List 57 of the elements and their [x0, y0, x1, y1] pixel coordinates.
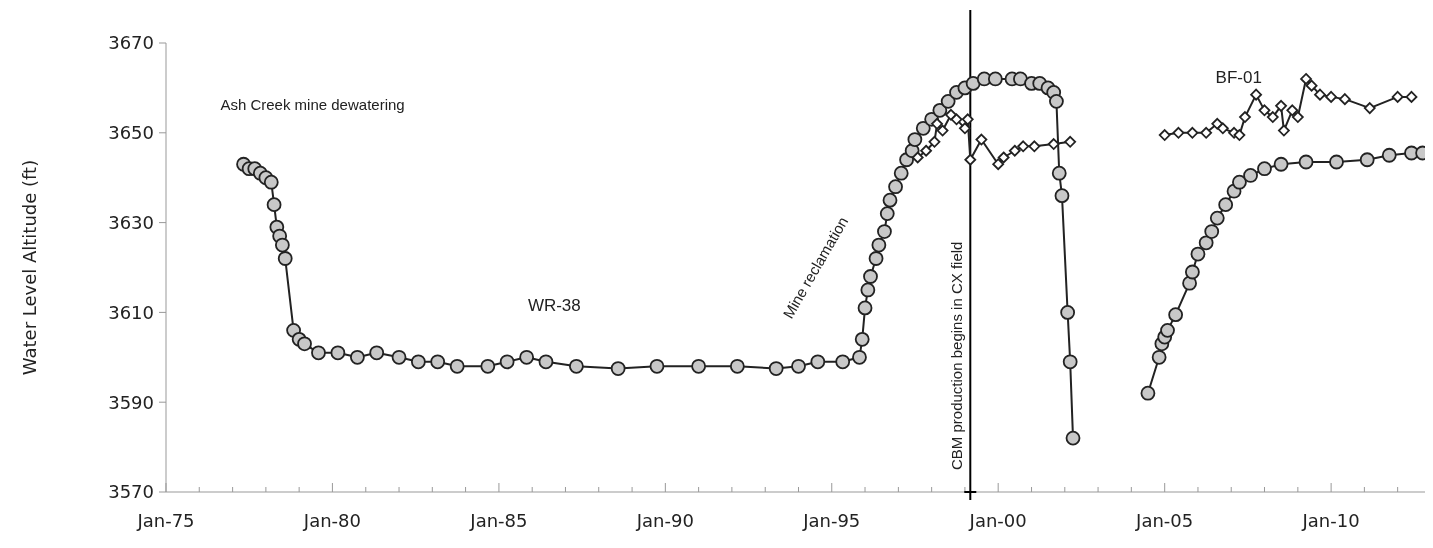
x-tick-label: Jan-75: [136, 510, 195, 531]
point: [1291, 111, 1304, 123]
point: [1064, 135, 1077, 148]
point: [1233, 129, 1246, 141]
point: [997, 151, 1010, 164]
x-tick-label: Jan-95: [802, 510, 861, 531]
x-tick-label: Jan-05: [1135, 510, 1194, 531]
point: [1405, 90, 1418, 103]
point: [1250, 88, 1263, 101]
point: [1275, 99, 1287, 112]
x-tick-label: Jan-90: [635, 510, 694, 531]
point: [936, 124, 949, 137]
point: [992, 158, 1005, 171]
point: [931, 117, 943, 130]
point: [1314, 88, 1326, 101]
y-axis-title: Water Level Altitude (ft): [19, 159, 40, 376]
x-tick-label: Jan-85: [469, 510, 528, 531]
point: [1008, 144, 1021, 157]
y-tick-label: 3630: [108, 211, 154, 233]
point: [1305, 79, 1318, 92]
point: [911, 151, 924, 164]
point: [1300, 73, 1312, 85]
point: [1258, 104, 1271, 117]
point: [950, 113, 963, 126]
point: [1047, 138, 1060, 150]
series-label: BF-01: [1215, 68, 1262, 88]
y-tick-label: 3570: [108, 481, 154, 503]
text: WR-38: [527, 295, 581, 315]
annotation: Ash Creek mine dewatering: [220, 95, 405, 113]
point: [1172, 126, 1185, 139]
point: [920, 144, 932, 157]
y-tick-label: 3650: [108, 122, 154, 144]
point: [1363, 102, 1376, 115]
point: [1286, 104, 1299, 117]
point: [928, 135, 941, 148]
x-tick-label: Jan-10: [1301, 510, 1360, 531]
y-tick-label: 3590: [108, 391, 154, 413]
y-tick-label: 3610: [108, 301, 154, 323]
point: [1216, 122, 1229, 135]
point: [1391, 90, 1404, 103]
x-tick-label: Jan-80: [302, 510, 361, 531]
point: [975, 133, 988, 146]
x-tick-label: Jan-00: [968, 510, 1027, 531]
point: [964, 153, 977, 166]
point: [959, 122, 971, 135]
point: [1266, 111, 1279, 123]
point: [1186, 126, 1199, 139]
point: [1278, 124, 1290, 137]
point: [1158, 129, 1171, 141]
ref-line-label: CBM production begins in CX field: [948, 241, 966, 470]
point: [1017, 140, 1030, 153]
point: [1325, 90, 1338, 103]
point: [1200, 126, 1213, 139]
point: [1028, 140, 1041, 153]
point: [1338, 93, 1351, 106]
y-tick-label: 3670: [108, 32, 154, 54]
point: [1239, 111, 1251, 123]
